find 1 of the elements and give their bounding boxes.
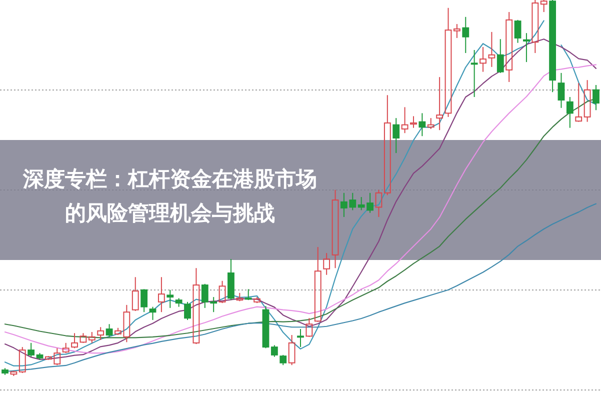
text: 深度专栏：杠杆资金在港股市场的风险管理机会与挑战 [22,166,318,227]
